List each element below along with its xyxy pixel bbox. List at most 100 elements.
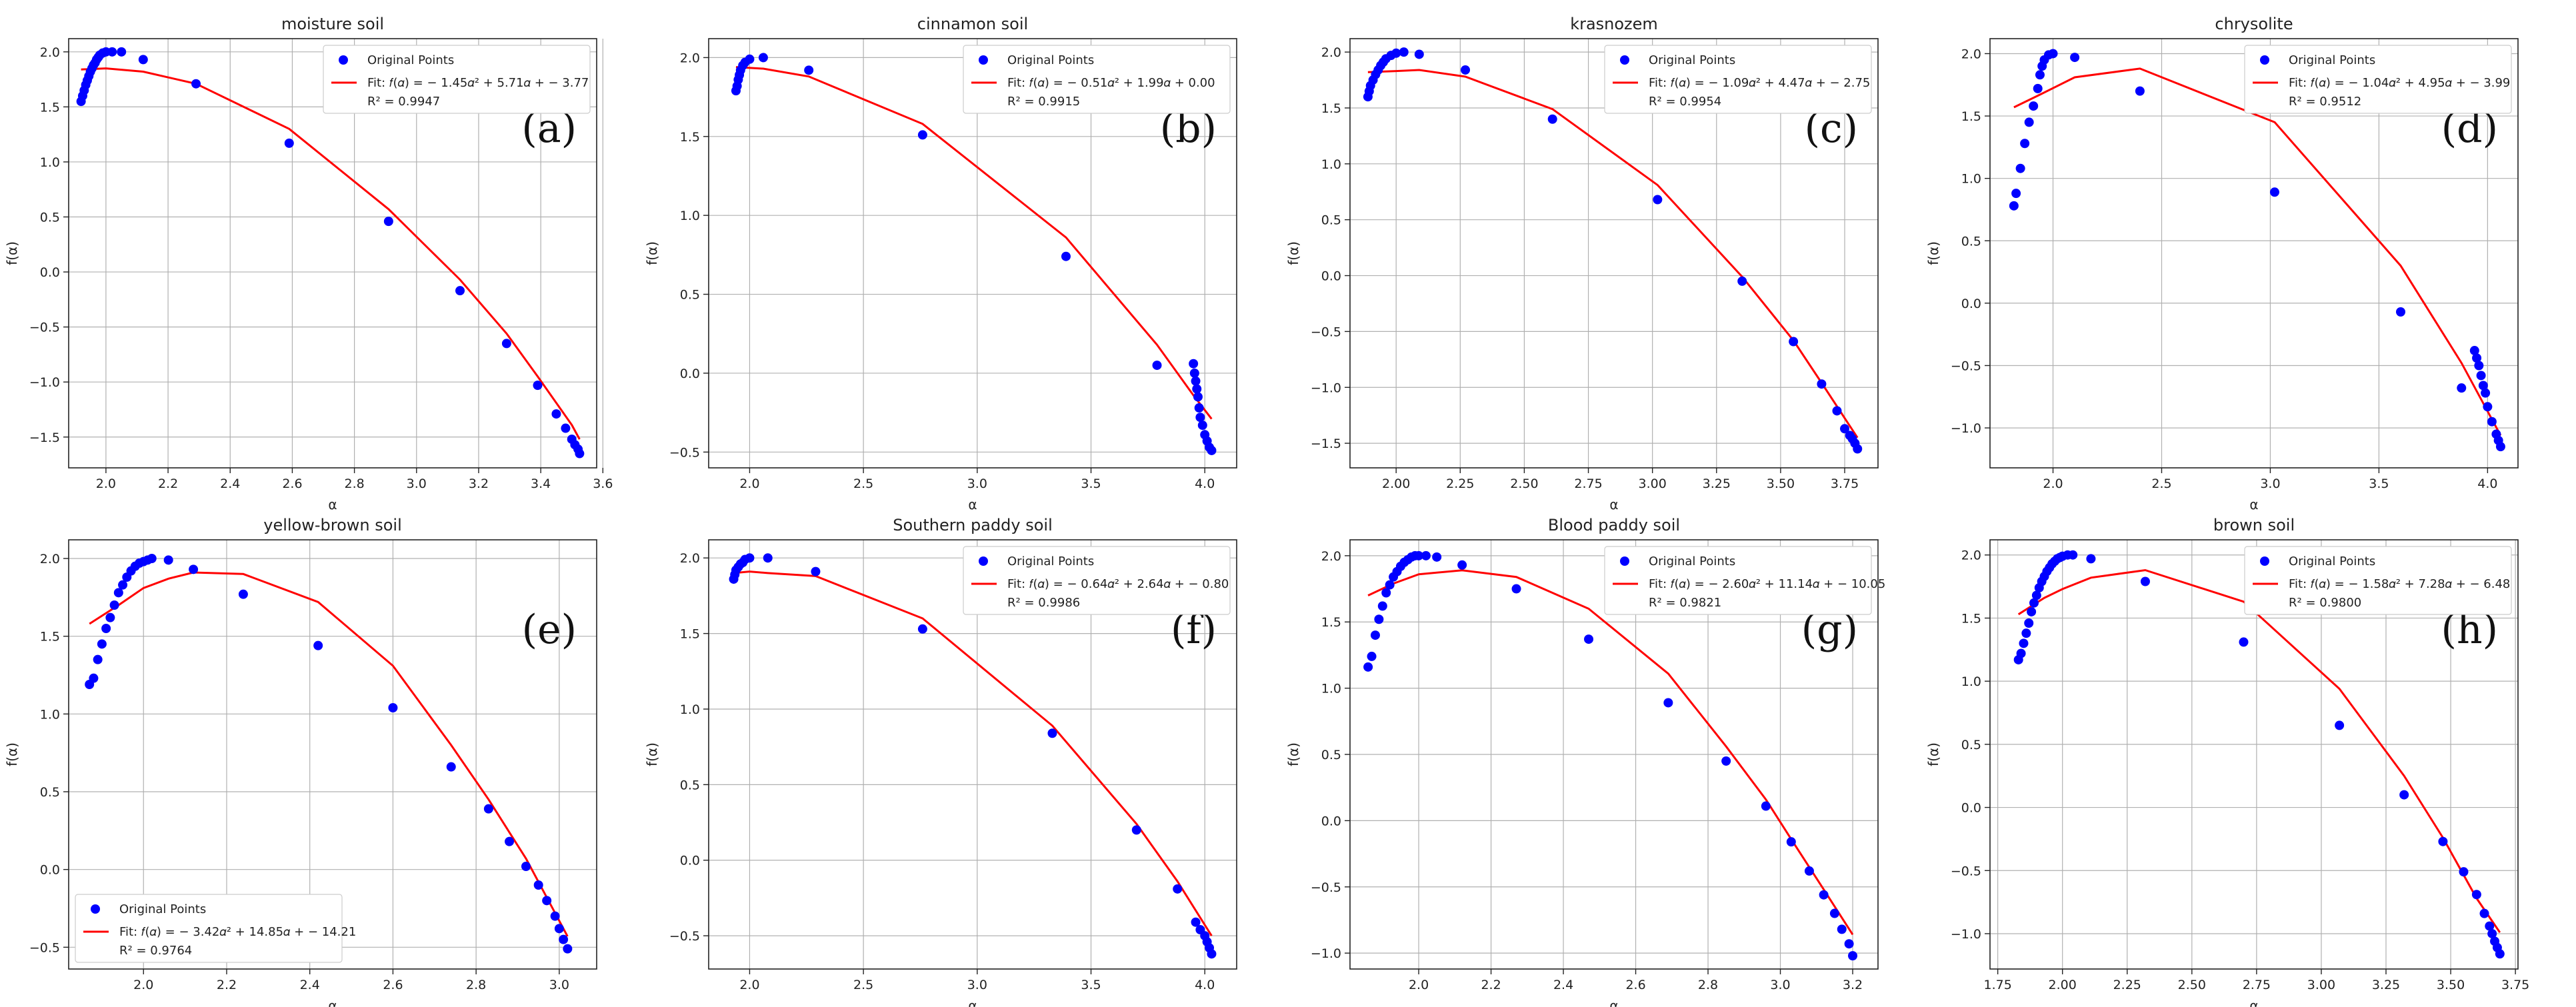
x-tick-label: 3.5 [1081,477,1101,491]
y-tick-label: −0.5 [29,321,60,335]
x-tick-label: 4.0 [1195,477,1215,491]
y-tick-label: −1.0 [1951,927,1981,942]
y-tick-label: −1.0 [1311,381,1341,395]
data-point [1414,550,1424,560]
data-point [1819,890,1829,900]
x-tick-label: 2.75 [2243,978,2271,992]
legend-label-r2: R² = 0.9512 [2289,95,2361,109]
legend-label-fit: Fit: 𝑓(𝛼) = − 2.60𝛼² + 11.14𝛼 + − 10.05 [1649,577,1885,591]
x-tick-label: 3.4 [531,477,551,491]
legend-label-fit: Fit: 𝑓(𝛼) = − 0.51𝛼² + 1.99𝛼 + 0.00 [1007,76,1215,90]
chart-panel-a: 2.0 2.2 2.4 2.6 2.8 3.0 3.2 3.4 3.6 −1.5 −1.0 −0.5 0… [4,15,613,512]
data-point [1189,359,1199,369]
fit-curve-line [2017,568,2501,933]
data-point [1189,368,1199,378]
legend-label-fit: Fit: 𝑓(𝛼) = − 3.42𝛼² + 14.85𝛼 + − 14.21 [119,925,356,939]
data-point [563,944,573,954]
fit-curve-line [735,66,1213,420]
legend-marker-points [979,556,988,566]
data-point [1511,584,1521,594]
y-tick-label: 1.0 [680,209,700,223]
legend-frame [963,546,1231,615]
data-point [758,53,768,63]
data-point [2335,720,2345,730]
data-point [1432,552,1442,562]
data-point [1737,276,1747,286]
legend-frame [2244,546,2512,615]
x-tick-label: 2.25 [2113,978,2141,992]
y-axis-label: f(α) [1925,742,1941,766]
x-tick-label: 3.5 [1081,978,1101,992]
data-point [1663,698,1673,708]
y-tick-label: 1.5 [1961,109,1981,124]
data-point [138,55,148,65]
fit-curve-line [2013,67,2502,437]
y-tick-label: 1.0 [680,702,700,717]
y-tick-label: −1.5 [1311,437,1341,451]
data-point [1191,376,1201,386]
data-point [313,640,323,650]
y-tick-label: 1.0 [1321,682,1341,696]
data-point [1192,384,1202,394]
data-point [505,836,515,846]
fit-curve-line [1367,569,1854,936]
data-point [1191,917,1201,927]
legend-frame [963,45,1231,114]
x-tick-label: 2.6 [1625,978,1645,992]
y-tick-label: −0.5 [669,929,700,944]
x-tick-label: 3.6 [593,477,613,491]
legend-label-r2: R² = 0.9800 [2289,596,2361,610]
x-tick-label: 2.6 [383,978,403,992]
y-axis-label: f(α) [1285,742,1301,766]
panel-title: Southern paddy soil [893,516,1053,534]
data-point [163,555,173,565]
legend-label-fit: Fit: 𝑓(𝛼) = − 0.64𝛼² + 2.64𝛼 + − 0.80 [1007,577,1229,591]
panel-title: Blood paddy soil [1548,516,1680,534]
y-tick-label: −1.0 [29,375,60,390]
data-point [2487,928,2497,938]
data-point [1207,949,1217,959]
data-point [1853,444,1863,454]
data-point [2020,139,2030,149]
data-point [1461,65,1471,75]
y-tick-label: 0.5 [1961,738,1981,752]
y-tick-label: 1.0 [1321,157,1341,172]
plot-frame [1349,38,1879,469]
x-tick-label: 3.0 [2260,477,2280,491]
y-tick-label: 1.0 [40,707,60,722]
y-tick-label: 0.5 [680,288,700,303]
data-point [113,588,123,598]
y-tick-label: 0.0 [1321,269,1341,284]
y-tick-label: 0.5 [1321,213,1341,228]
data-point [101,624,111,633]
y-axis-label: f(α) [1285,241,1301,265]
data-point [2474,361,2484,371]
data-point [1207,445,1217,455]
legend: Original Points Fit: 𝑓(𝛼) = − 0.64𝛼² + 2.… [963,546,1231,615]
x-tick-label: 3.0 [549,978,569,992]
legend-marker-points [1620,55,1629,65]
data-point [97,639,107,649]
legend-label-points: Original Points [1649,554,1735,568]
data-point [2239,637,2249,647]
y-tick-label: −1.0 [1951,421,1981,436]
data-point [191,79,201,89]
data-point [804,65,814,75]
data-point [1829,908,1839,918]
data-point [2033,83,2043,93]
data-point [2487,417,2497,427]
legend-marker-points [339,55,348,65]
data-point [2438,836,2448,846]
x-tick-label: 3.25 [2372,978,2400,992]
data-point [388,703,398,712]
legend-marker-points [979,55,988,65]
legend-label-r2: R² = 0.9764 [119,944,192,958]
y-tick-label: 1.5 [680,130,700,145]
y-tick-label: −0.5 [669,445,700,460]
legend-marker-points [2260,556,2269,566]
x-tick-label: 3.50 [1767,477,1795,491]
panel-title: chrysolite [2215,15,2293,33]
data-point [1817,379,1827,389]
panel-title: cinnamon soil [917,15,1028,33]
